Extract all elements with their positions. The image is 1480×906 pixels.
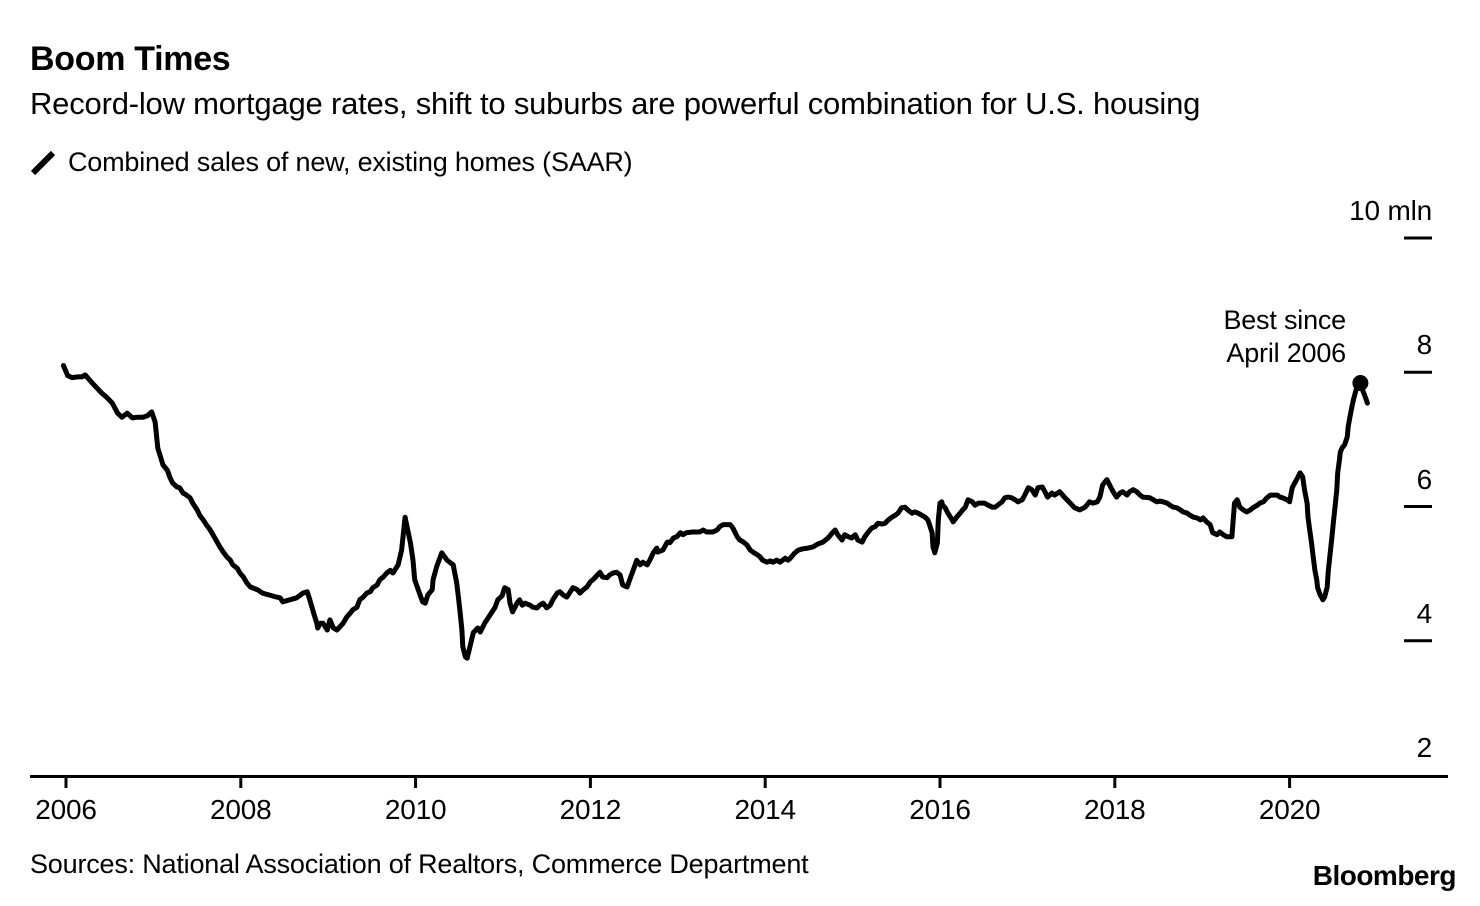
endpoint-marker bbox=[1352, 375, 1369, 391]
x-axis-label-2016: 2016 bbox=[909, 794, 971, 825]
x-axis-tick-marks bbox=[64, 776, 1292, 788]
x-axis-label-2010: 2010 bbox=[384, 794, 447, 825]
y-axis-label-10: 10 mln bbox=[1349, 195, 1432, 226]
x-axis-label-2006: 2006 bbox=[35, 794, 97, 825]
x-axis-label-2012: 2012 bbox=[559, 794, 622, 825]
home-sales-line bbox=[60, 363, 1370, 661]
x-axis-label-2020: 2020 bbox=[1258, 794, 1321, 825]
page-title: Boom Times bbox=[30, 40, 231, 78]
chart-subtitle: Record-low mortgage rates, shift to subu… bbox=[30, 86, 1201, 121]
legend: Combined sales of new, existing homes (S… bbox=[30, 147, 633, 178]
legend-label: Combined sales of new, existing homes (S… bbox=[68, 147, 633, 177]
y-axis-label-8: 8 bbox=[1416, 329, 1433, 361]
peak-annotation-line1: Best since bbox=[1223, 305, 1346, 335]
x-axis-label-2014: 2014 bbox=[734, 794, 796, 825]
y-axis-label-6: 6 bbox=[1416, 463, 1433, 495]
peak-annotation: Best since April 2006 bbox=[1223, 304, 1346, 370]
peak-annotation-line2: April 2006 bbox=[1226, 337, 1346, 368]
sources-note: Sources: National Association of Realtor… bbox=[30, 849, 809, 879]
x-axis-label-2018: 2018 bbox=[1084, 794, 1146, 825]
x-axis-label-2008: 2008 bbox=[210, 794, 272, 825]
legend-diagonal-line-icon bbox=[30, 150, 56, 175]
y-axis-tick-marks bbox=[1404, 236, 1432, 643]
bloomberg-logo: Bloomberg bbox=[1312, 860, 1457, 891]
y-axis-label-2: 2 bbox=[1416, 732, 1433, 763]
y-axis-label-4: 4 bbox=[1416, 597, 1433, 629]
